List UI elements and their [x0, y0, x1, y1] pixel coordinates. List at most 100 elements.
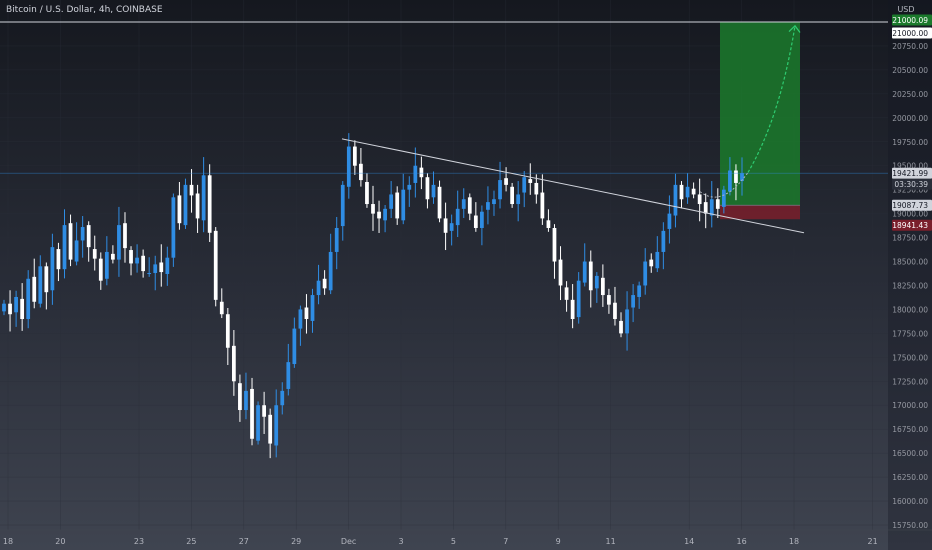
- candle-body: [588, 261, 593, 291]
- candle-countdown-label-bg: [892, 178, 932, 190]
- x-tick-label: 27: [239, 537, 249, 546]
- y-tick-label: 18500.00: [892, 258, 928, 267]
- candlestick-series: [2, 133, 744, 459]
- y-tick-label: 19000.00: [892, 210, 928, 219]
- long-position-tool[interactable]: [720, 21, 800, 220]
- candle-body: [250, 388, 254, 439]
- candle-body: [407, 184, 412, 190]
- candle-body: [365, 182, 369, 205]
- arrow-head-icon: [788, 24, 801, 33]
- candle-body: [558, 259, 563, 286]
- round-price-label-bg: [892, 27, 932, 39]
- target-price-label: 21000.09: [892, 16, 928, 25]
- candle-body: [600, 277, 605, 296]
- candle-body: [498, 180, 502, 200]
- price-axis-bg: [888, 0, 932, 550]
- trendline[interactable]: [341, 138, 805, 234]
- y-tick-label: 20250.00: [892, 90, 928, 99]
- candle-body: [546, 220, 551, 228]
- candle-body: [461, 199, 466, 209]
- candle-body: [492, 199, 496, 205]
- candle-body: [473, 215, 478, 228]
- y-tick-label: 18250.00: [892, 281, 928, 290]
- x-tick-label: Dec: [341, 537, 356, 546]
- candle-body: [262, 405, 266, 417]
- currency-label: USD: [897, 5, 914, 14]
- candle-body: [328, 251, 333, 291]
- candle-body: [213, 230, 218, 300]
- candle-body: [141, 255, 146, 272]
- candle-countdown-label: 03:30:39: [894, 180, 928, 189]
- candle-body: [679, 184, 684, 200]
- candle-body: [68, 223, 73, 260]
- candle-body: [123, 223, 127, 249]
- x-tick-label: 11: [606, 537, 616, 546]
- y-tick-label: 17500.00: [892, 353, 928, 362]
- candle-body: [383, 208, 387, 221]
- candle-body: [721, 189, 726, 207]
- candle-body: [346, 146, 351, 187]
- candle-body: [576, 280, 581, 318]
- candle-body: [443, 218, 448, 233]
- x-tick-label: 3: [398, 537, 403, 546]
- candle-body: [177, 195, 182, 224]
- entry-price-label: 19087.73: [892, 201, 928, 210]
- candle-body: [467, 197, 472, 214]
- time-axis[interactable]: 18 20 23 25 27 29 Dec 3 5 7 9 11 14 16 18 21: [0, 529, 932, 546]
- candle-body: [86, 225, 91, 248]
- candle-body: [32, 276, 37, 302]
- candle-body: [359, 163, 363, 181]
- candle-body: [274, 405, 279, 446]
- candle-body: [734, 170, 738, 183]
- profit-zone: [720, 21, 800, 206]
- last-price-label: 19421.99: [892, 169, 928, 178]
- y-tick-label: 19250.00: [892, 186, 928, 195]
- candle-body: [117, 225, 121, 260]
- y-tick-label: 17750.00: [892, 329, 928, 338]
- x-tick-label: 20: [55, 537, 65, 546]
- candle-body: [165, 257, 170, 274]
- candle-body: [594, 275, 599, 289]
- pullback-path: [699, 172, 749, 198]
- y-tick-label: 17250.00: [892, 377, 928, 386]
- candle-body: [607, 295, 611, 305]
- candle-body: [292, 328, 297, 365]
- x-tick-label: 29: [291, 537, 301, 546]
- drawings[interactable]: [0, 21, 888, 234]
- candle-body: [159, 262, 164, 273]
- candle-body: [189, 184, 194, 196]
- candle-body: [310, 295, 315, 321]
- y-tick-label: 18750.00: [892, 234, 928, 243]
- candle-body: [570, 299, 575, 320]
- candle-body: [637, 285, 642, 297]
- candle-body: [528, 179, 533, 183]
- candle-body: [231, 345, 236, 382]
- candle-body: [685, 186, 690, 198]
- candle-body: [244, 390, 248, 411]
- candle-body: [298, 309, 303, 329]
- candle-body: [74, 240, 79, 262]
- candle-body: [26, 278, 31, 320]
- x-tick-label: 5: [451, 537, 456, 546]
- candle-body: [268, 414, 273, 444]
- x-tick-label: 9: [556, 537, 561, 546]
- candle-body: [56, 249, 61, 270]
- candle-body: [153, 264, 158, 274]
- candle-body: [201, 175, 206, 221]
- candle-body: [238, 383, 242, 411]
- candle-body: [395, 192, 400, 219]
- candle-body: [147, 273, 152, 275]
- x-tick-label: 18: [789, 537, 799, 546]
- candle-body: [225, 314, 230, 348]
- candle-body: [129, 250, 133, 264]
- price-axis[interactable]: USD 15750.00 16000.00 16250.00 16500.00 16750…: [888, 0, 932, 550]
- candle-body: [104, 251, 109, 279]
- candle-body: [449, 223, 454, 231]
- candle-body: [516, 194, 521, 205]
- candle-body: [183, 184, 188, 226]
- candle-body: [304, 307, 309, 320]
- entry-price-label-bg: [892, 199, 932, 211]
- candle-body: [8, 303, 12, 315]
- stop-zone: [720, 205, 800, 220]
